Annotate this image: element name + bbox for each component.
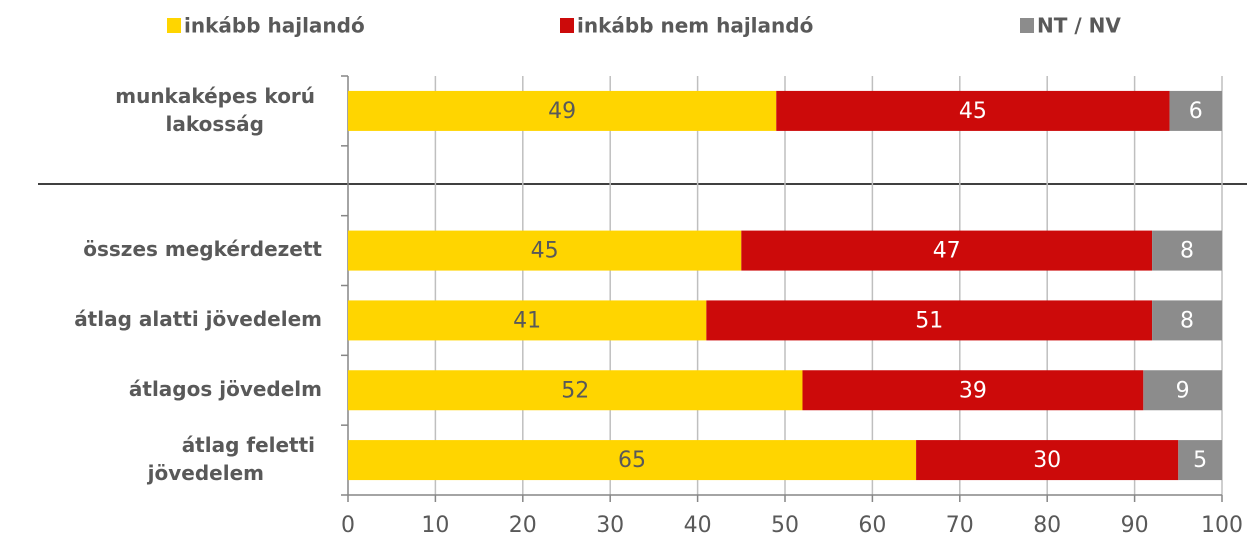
bar-segment <box>916 440 1179 481</box>
legend-label: NT / NV <box>1037 14 1121 38</box>
category-label: átlagos jövedelm <box>129 377 322 401</box>
x-tick-label: 30 <box>596 513 624 538</box>
legend-swatch <box>1020 18 1034 33</box>
data-label: 6 <box>1189 99 1203 124</box>
bar-segment <box>348 300 707 341</box>
data-label: 5 <box>1193 448 1207 473</box>
x-tick-label: 50 <box>771 513 799 538</box>
data-label: 41 <box>513 308 541 333</box>
bar-segment <box>348 230 742 271</box>
bar-segment <box>348 440 917 481</box>
x-tick-label: 40 <box>684 513 712 538</box>
bar-segment <box>1152 230 1222 271</box>
bar-segment <box>776 90 1170 131</box>
bar-segment <box>1178 440 1222 481</box>
legend-swatch <box>167 18 181 33</box>
legend-label: inkább nem hajlandó <box>577 14 813 38</box>
bar-segment <box>348 370 803 411</box>
category-label: munkaképes korú lakosság <box>115 83 322 135</box>
data-label: 45 <box>959 99 987 124</box>
bar-segment <box>348 90 777 131</box>
x-tick-label: 90 <box>1121 513 1149 538</box>
data-label: 8 <box>1180 239 1194 264</box>
bar-segment <box>1169 90 1222 131</box>
data-label: 65 <box>618 448 646 473</box>
x-tick-label: 20 <box>509 513 537 538</box>
bar-segment <box>741 230 1153 271</box>
x-tick-label: 0 <box>341 513 355 538</box>
legend-label: inkább hajlandó <box>184 14 365 38</box>
data-label: 9 <box>1176 378 1190 403</box>
bar-segment <box>706 300 1153 341</box>
legend-swatch <box>560 18 574 33</box>
data-label: 45 <box>531 239 559 264</box>
bar-segment <box>1143 370 1222 411</box>
x-tick-label: 100 <box>1201 513 1243 538</box>
x-tick-label: 60 <box>858 513 886 538</box>
category-label: összes megkérdezett <box>83 237 322 261</box>
category-label: átlag feletti jövedelem <box>147 433 322 485</box>
data-label: 47 <box>933 239 961 264</box>
x-tick-label: 80 <box>1033 513 1061 538</box>
data-label: 52 <box>561 378 589 403</box>
data-label: 39 <box>959 378 987 403</box>
bar-segment <box>802 370 1144 411</box>
data-label: 49 <box>548 99 576 124</box>
data-label: 8 <box>1180 308 1194 333</box>
x-tick-label: 70 <box>946 513 974 538</box>
data-label: 30 <box>1033 448 1061 473</box>
data-label: 51 <box>915 308 943 333</box>
bar-segment <box>1152 300 1222 341</box>
category-label: átlag alatti jövedelem <box>74 307 322 331</box>
x-tick-label: 10 <box>421 513 449 538</box>
